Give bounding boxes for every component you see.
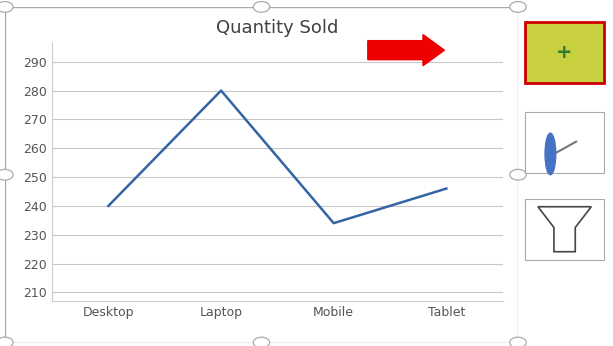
- Circle shape: [0, 1, 13, 12]
- Circle shape: [510, 169, 526, 180]
- Polygon shape: [538, 207, 592, 252]
- Circle shape: [253, 1, 270, 12]
- FancyBboxPatch shape: [525, 22, 604, 83]
- Text: +: +: [557, 43, 573, 62]
- Circle shape: [0, 337, 13, 346]
- FancyBboxPatch shape: [525, 112, 604, 173]
- Circle shape: [510, 337, 526, 346]
- Circle shape: [545, 133, 556, 175]
- Circle shape: [0, 169, 13, 180]
- Title: Quantity Sold: Quantity Sold: [216, 19, 338, 37]
- FancyBboxPatch shape: [525, 199, 604, 260]
- Circle shape: [253, 337, 270, 346]
- Circle shape: [510, 1, 526, 12]
